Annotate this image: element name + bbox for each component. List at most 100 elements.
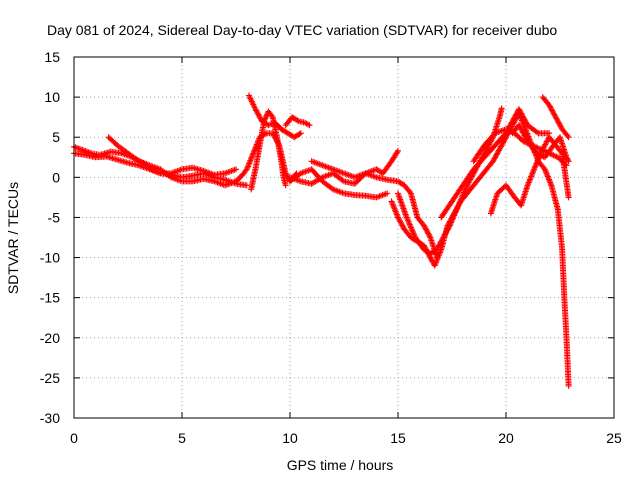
data-point (436, 241, 443, 248)
data-point (424, 229, 431, 236)
data-point (306, 122, 313, 129)
data-point (553, 115, 560, 122)
data-point (411, 231, 418, 238)
data-point (507, 122, 514, 129)
data-point (268, 112, 275, 119)
data-point (536, 151, 543, 158)
x-tick-label: 15 (390, 430, 406, 446)
y-tick-label: 10 (44, 89, 60, 105)
series-track-16 (539, 94, 572, 141)
data-point (495, 147, 502, 154)
series-track-6 (233, 130, 300, 185)
data-point (444, 226, 451, 233)
data-point (557, 123, 564, 130)
data-point (395, 214, 401, 221)
data-point (546, 102, 553, 109)
data-point (263, 112, 270, 119)
y-tick-label: -25 (40, 370, 60, 386)
data-point (454, 205, 461, 212)
plot-frame (73, 56, 615, 419)
data-point (269, 130, 276, 137)
data-point (459, 192, 466, 199)
data-point (446, 222, 453, 229)
y-tick-label: 15 (44, 49, 60, 65)
series-track-17 (509, 122, 572, 165)
data-point (449, 216, 456, 223)
data-point (435, 243, 442, 250)
y-tick-label: -20 (40, 330, 60, 346)
data-point (551, 112, 558, 119)
data-point (492, 152, 499, 159)
data-point (243, 182, 250, 189)
data-point (400, 223, 407, 230)
series-track-7 (282, 114, 313, 129)
x-tick-label: 20 (498, 430, 514, 446)
series-track-12 (395, 105, 505, 257)
data-point (273, 136, 280, 143)
data-point (423, 226, 430, 233)
data-point (395, 147, 401, 154)
data-point (555, 119, 562, 126)
data-point (505, 127, 512, 134)
data-point (437, 239, 444, 246)
x-tick-label: 25 (606, 430, 622, 446)
data-point (564, 155, 571, 162)
data-point (565, 194, 572, 201)
data-point (557, 122, 563, 129)
data-point (458, 195, 465, 202)
chart-title: Day 081 of 2024, Sidereal Day-to-day VTE… (47, 22, 557, 38)
data-point (296, 131, 303, 138)
data-point (405, 218, 412, 225)
data-point (512, 112, 519, 119)
data-point (510, 116, 517, 123)
data-point (497, 143, 504, 150)
y-tick-label: -30 (40, 410, 60, 426)
data-point (396, 217, 403, 224)
data-point (284, 172, 291, 179)
data-point (270, 131, 277, 138)
y-tick-label: 5 (52, 129, 60, 145)
data-point (549, 107, 556, 114)
data-point (448, 219, 455, 226)
data-point (454, 203, 461, 210)
y-tick-label: -15 (40, 290, 60, 306)
data-point (499, 140, 506, 147)
data-point (409, 228, 416, 235)
data-point (410, 230, 417, 237)
y-tick-label: 0 (52, 169, 60, 185)
data-point (551, 111, 558, 118)
data-point (551, 152, 558, 159)
data-point (564, 156, 571, 163)
series-track-9 (287, 166, 391, 201)
data-point (547, 104, 554, 111)
data-point (261, 118, 268, 125)
data-point (564, 132, 571, 139)
data-point (497, 144, 504, 151)
data-point (456, 200, 463, 207)
data-point (446, 223, 453, 230)
data-point (556, 120, 563, 127)
data-point (256, 112, 263, 119)
data-point (533, 150, 540, 157)
series-track-8 (287, 147, 401, 187)
data-point (275, 140, 282, 147)
data-point (426, 253, 433, 260)
axis-ticks (73, 56, 615, 419)
data-point (283, 171, 290, 178)
data-point (253, 108, 260, 115)
data-point (261, 131, 268, 138)
data-point (406, 220, 413, 227)
data-point (500, 139, 507, 146)
y-tick-label: -5 (48, 209, 61, 225)
data-points (71, 92, 572, 389)
data-point (339, 177, 346, 184)
data-point (503, 126, 509, 133)
data-point (408, 225, 415, 232)
data-point (403, 214, 410, 221)
data-point (434, 245, 441, 252)
data-point (441, 233, 448, 240)
data-point (513, 111, 520, 118)
data-point (423, 227, 430, 234)
y-tick-label: -10 (40, 250, 60, 266)
series-track-3 (105, 134, 239, 189)
